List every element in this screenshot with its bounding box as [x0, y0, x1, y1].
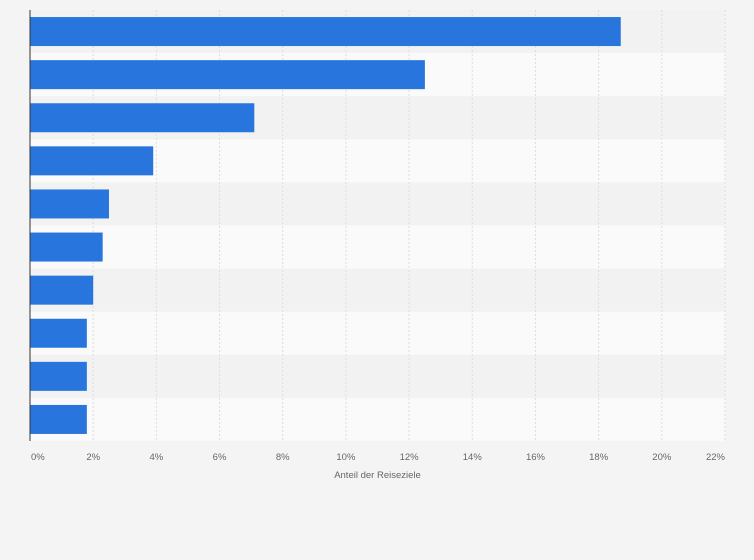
x-tick-label: 16%: [526, 452, 546, 463]
bar: [30, 275, 94, 305]
bar: [30, 232, 103, 262]
x-tick-label: 10%: [336, 452, 356, 463]
x-tick-label: 8%: [276, 452, 290, 463]
bar: [30, 146, 154, 176]
bar: [30, 361, 87, 391]
row-band: [30, 397, 725, 441]
row-band: [30, 225, 725, 269]
bar: [30, 60, 425, 90]
x-tick-label: 22%: [706, 452, 726, 463]
bar: [30, 103, 255, 133]
bar: [30, 17, 621, 47]
x-axis-tick-labels: 0% 2% 4% 6% 8% 10% 12% 14% 16% 18% 20% 22%: [31, 452, 726, 463]
x-tick-label: 0%: [31, 452, 45, 463]
bar: [30, 318, 87, 348]
bars: [30, 17, 621, 434]
x-tick-label: 12%: [400, 452, 420, 463]
bar: [30, 404, 87, 434]
row-band: [30, 182, 725, 226]
row-bands: [30, 10, 725, 441]
row-band: [30, 311, 725, 355]
bar: [30, 189, 109, 219]
x-tick-label: 20%: [652, 452, 672, 463]
x-tick-label: 18%: [589, 452, 609, 463]
x-tick-label: 14%: [463, 452, 483, 463]
x-tick-label: 4%: [149, 452, 163, 463]
row-band: [30, 268, 725, 312]
row-band: [30, 354, 725, 398]
x-tick-label: 2%: [86, 452, 100, 463]
x-tick-label: 6%: [213, 452, 227, 463]
x-axis-title: Anteil der Reiseziele: [334, 470, 421, 481]
